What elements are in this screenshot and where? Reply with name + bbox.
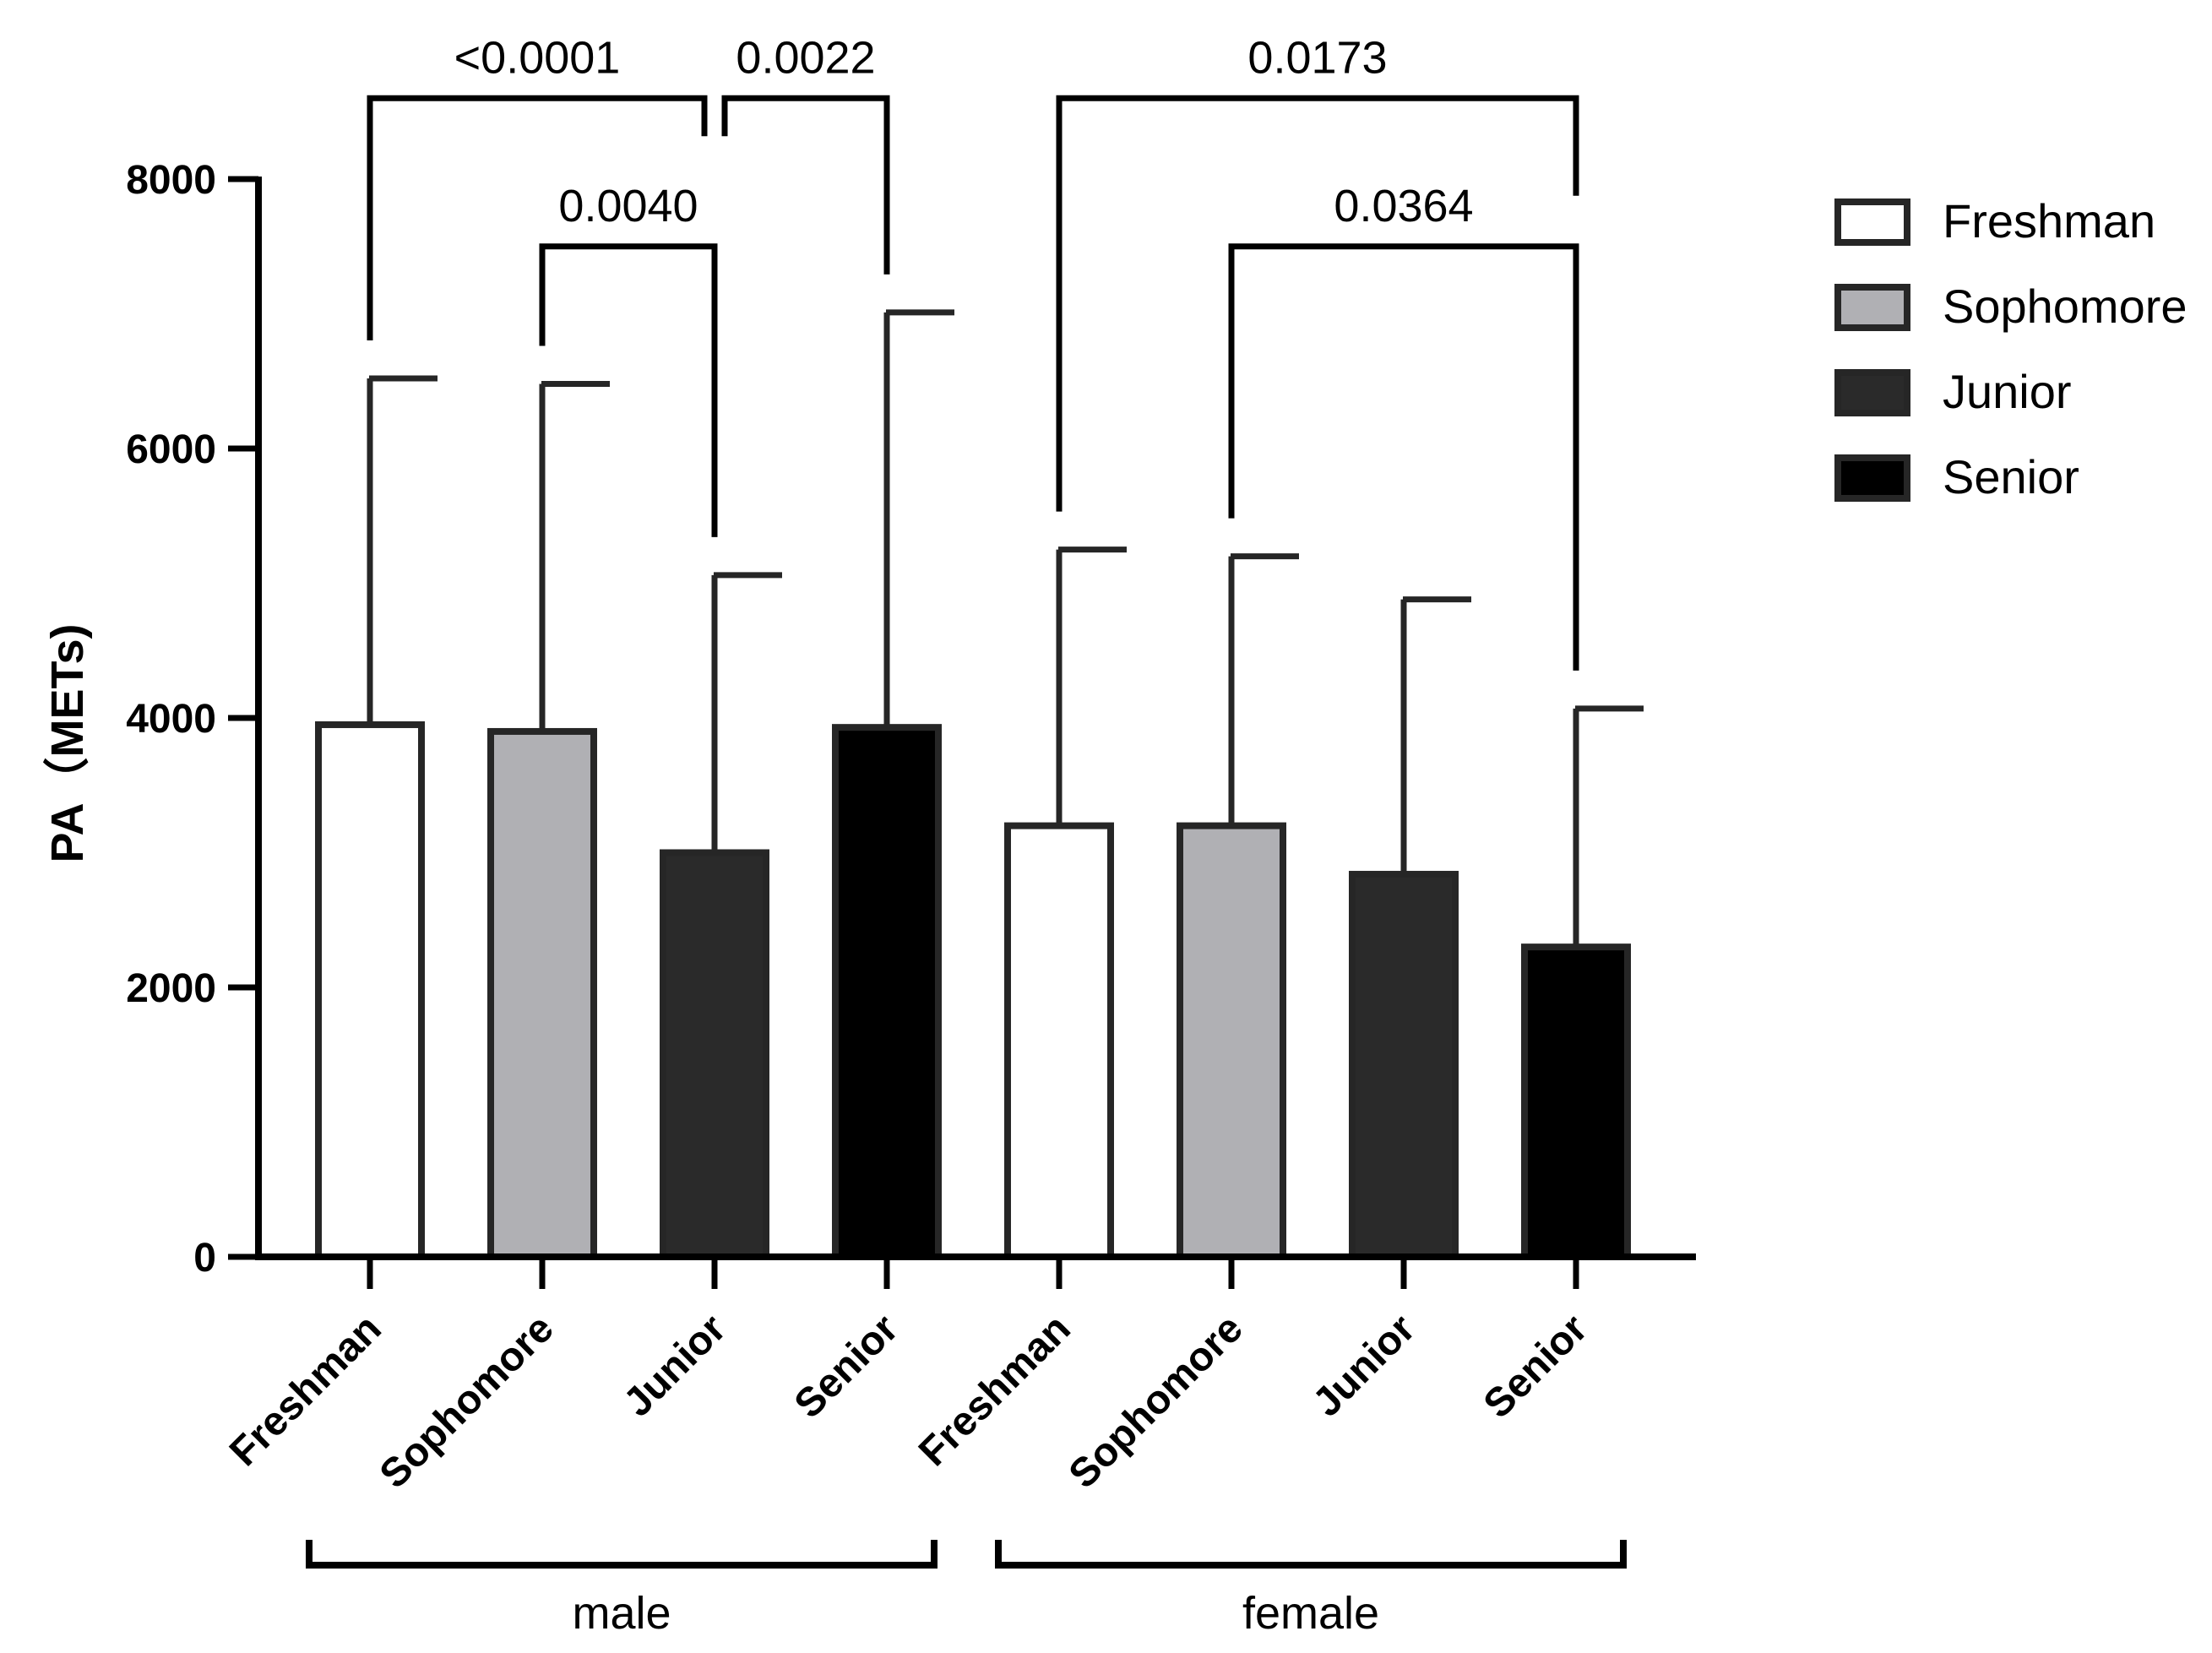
category-label: Senior [1476, 1306, 1596, 1427]
group-brackets: male female [306, 1540, 1627, 1639]
bar-female-junior [1349, 871, 1459, 1261]
group-bracket [995, 1540, 1627, 1569]
y-tick-label: 4000 [126, 697, 216, 742]
legend: Freshman Sophomore Junior Senior [1834, 194, 2188, 503]
category-label: Senior [786, 1306, 907, 1427]
group-label-female: female [1242, 1588, 1379, 1639]
y-tick-label: 8000 [126, 158, 216, 203]
legend-swatch-freshman [1834, 198, 1910, 246]
group-label-male: male [572, 1588, 671, 1639]
bar-female-senior [1521, 943, 1631, 1261]
y-tick-label: 6000 [126, 427, 216, 472]
p-value-label: 0.0173 [1247, 32, 1387, 83]
legend-label-senior: Senior [1943, 450, 2079, 503]
group-bracket [306, 1540, 938, 1569]
y-tick-label: 2000 [126, 966, 216, 1011]
y-tick-label: 0 [193, 1236, 216, 1281]
p-value-label: 0.0040 [558, 181, 698, 231]
category-label: Freshman [221, 1306, 390, 1475]
category-label: Freshman [910, 1306, 1079, 1475]
significance-bracket [367, 95, 708, 341]
p-value-label: <0.0001 [454, 32, 621, 83]
legend-label-freshman: Freshman [1943, 194, 2155, 247]
category-label: Sophomore [1061, 1306, 1252, 1497]
legend-swatch-sophomore [1834, 284, 1910, 331]
p-value-label: 0.0364 [1334, 181, 1473, 231]
legend-label-sophomore: Sophomore [1943, 280, 2188, 333]
bars [315, 720, 1631, 1261]
bar-male-junior [660, 849, 769, 1260]
category-label: Junior [1305, 1306, 1424, 1425]
legend-label-junior: Junior [1943, 365, 2072, 418]
category-label: Sophomore [372, 1306, 563, 1497]
bar-male-senior [832, 724, 942, 1260]
y-axis: 0 2000 4000 6000 8000 [126, 158, 262, 1281]
significance-bracket [1056, 95, 1579, 512]
significance-bracket [539, 243, 718, 537]
bar-male-freshman [315, 720, 425, 1260]
x-axis [255, 1253, 1696, 1289]
p-value-label: 0.0022 [736, 32, 875, 83]
bar-female-freshman [1004, 822, 1114, 1260]
legend-swatch-senior [1834, 454, 1910, 502]
significance-bracket [721, 95, 890, 275]
significance-bracket [1228, 243, 1579, 671]
bar-female-sophomore [1177, 822, 1286, 1260]
category-label: Junior [616, 1306, 735, 1425]
legend-swatch-junior [1834, 369, 1910, 416]
error-bars [367, 309, 1644, 948]
y-axis-title: PA（METs) [42, 624, 93, 863]
significance-annotations: <0.0001 0.0022 0.0040 0.0173 0.0364 [367, 32, 1579, 671]
bar-male-sophomore [487, 727, 597, 1260]
